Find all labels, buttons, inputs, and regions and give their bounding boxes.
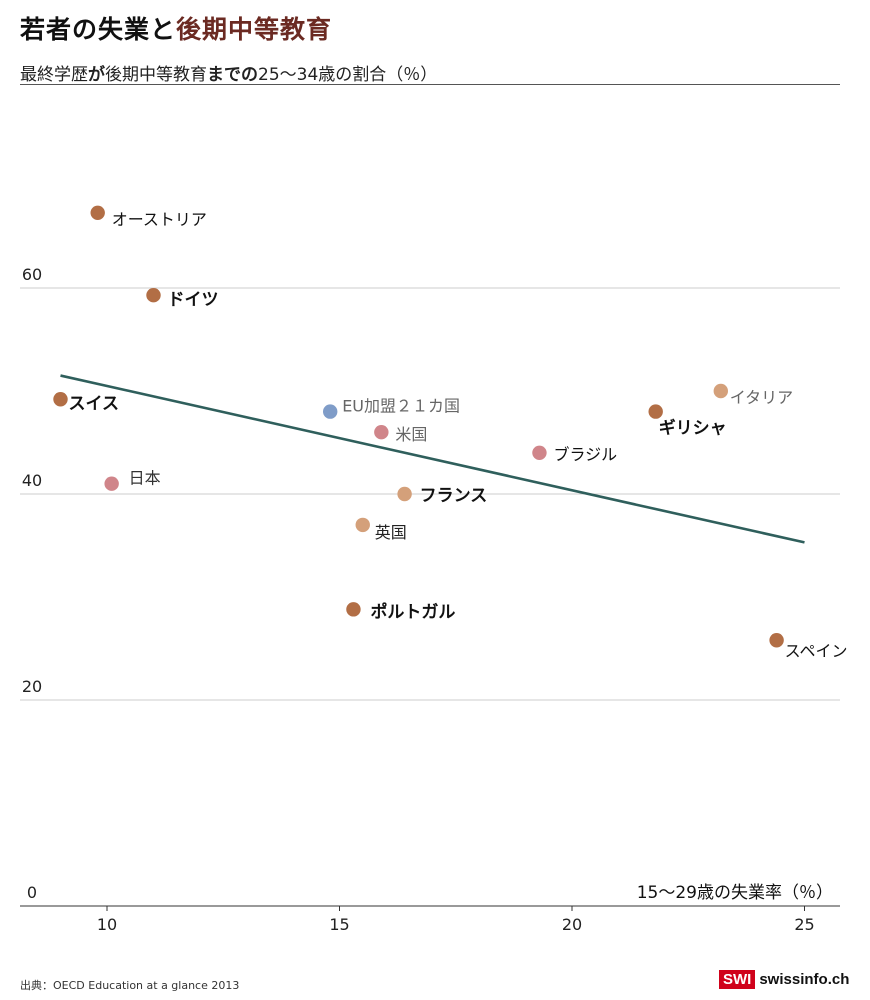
subtitle-part-4: までの [207, 65, 258, 85]
point-label: 日本 [129, 469, 161, 488]
subtitle-part-2: が [88, 65, 105, 85]
data-point [346, 602, 361, 617]
point-label: イタリア [730, 388, 793, 407]
brand-site: swissinfo.ch [759, 971, 850, 988]
point-label: ポルトガル [370, 601, 455, 622]
point-label: 米国 [395, 425, 427, 444]
title-part-2: 後期中等教育 [176, 15, 333, 44]
y-tick-label: 40 [22, 471, 42, 490]
y-axis-title: 最終学歴が後期中等教育までの25～34歳の割合（％） [20, 60, 437, 85]
y-tick-label: 60 [22, 265, 42, 284]
title-divider [20, 84, 840, 85]
chart-title: 若者の失業と後期中等教育 [20, 10, 332, 46]
point-label: スイス [69, 394, 120, 414]
data-point [355, 517, 370, 533]
data-point [532, 445, 547, 460]
point-label: オーストリア [112, 210, 207, 229]
point-label: ギリシャ [659, 419, 727, 439]
brand-logo: SWI swissinfo.ch [719, 970, 849, 989]
data-point [53, 392, 68, 407]
subtitle-part-1: 最終学歴 [20, 65, 88, 85]
subtitle-part-5: 25～34歳の割合（％） [258, 65, 438, 85]
data-point [713, 383, 728, 399]
x-tick-label: 15 [329, 915, 349, 934]
point-label: 英国 [375, 523, 407, 542]
x-tick-label: 20 [562, 915, 582, 934]
point-label: スペイン [785, 641, 848, 660]
data-point [769, 633, 784, 648]
data-point [397, 486, 412, 502]
point-label: フランス [420, 486, 488, 506]
data-point [90, 205, 105, 221]
brand-badge: SWI [719, 970, 756, 989]
x-tick-label: 10 [97, 915, 117, 934]
data-point [374, 425, 389, 440]
x-tick-label: 25 [794, 915, 814, 934]
title-part-1: 若者の失業と [20, 15, 177, 44]
subtitle-part-3: 後期中等教育 [105, 65, 207, 85]
point-label: ブラジル [553, 445, 617, 464]
data-point [648, 404, 663, 419]
trend-line [60, 374, 805, 544]
source-note: 出典：OECD Education at a glance 2013 [20, 979, 240, 992]
x-axis-title: 15～29歳の失業率（％） [637, 883, 833, 903]
point-label: ドイツ [168, 290, 219, 310]
data-point [323, 404, 338, 419]
y-tick-label: 0 [27, 883, 37, 902]
point-label: EU加盟２１カ国 [342, 397, 460, 416]
data-point [104, 476, 119, 491]
data-point [146, 288, 161, 303]
y-tick-label: 20 [22, 677, 42, 696]
